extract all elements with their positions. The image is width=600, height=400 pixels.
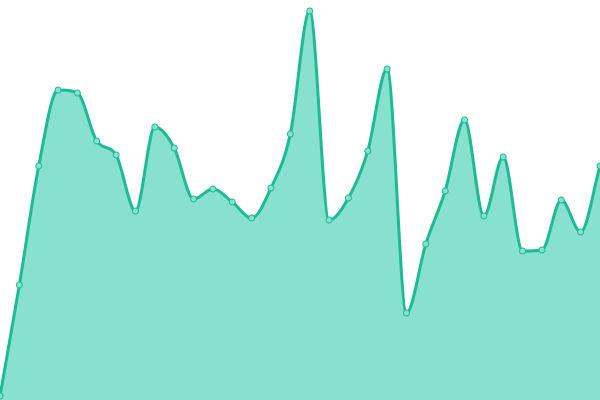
data-point-7 [131, 207, 139, 215]
data-point-25 [480, 212, 488, 220]
data-point-17 [325, 216, 333, 224]
data-point-16 [306, 7, 314, 15]
data-point-10 [190, 195, 198, 203]
data-point-14 [267, 184, 275, 192]
data-point-13 [248, 214, 256, 222]
data-point-30 [577, 228, 585, 236]
data-point-26 [499, 153, 507, 161]
data-point-4 [73, 89, 81, 97]
data-point-23 [441, 187, 449, 195]
data-point-28 [538, 246, 546, 254]
data-point-11 [209, 185, 217, 193]
data-point-12 [228, 198, 236, 206]
data-point-27 [519, 247, 527, 255]
data-point-19 [364, 147, 372, 155]
data-point-18 [344, 194, 352, 202]
data-point-9 [170, 144, 178, 152]
data-point-1 [15, 281, 23, 289]
data-point-3 [54, 86, 62, 94]
data-point-31 [596, 162, 600, 170]
data-point-8 [151, 123, 159, 131]
data-markers [0, 7, 600, 400]
data-point-6 [112, 151, 120, 159]
area-fill [0, 11, 600, 400]
data-point-29 [557, 196, 565, 204]
data-point-20 [383, 65, 391, 73]
data-point-15 [286, 130, 294, 138]
data-point-5 [93, 137, 101, 145]
data-point-22 [422, 240, 430, 248]
data-point-24 [461, 116, 469, 124]
data-point-21 [402, 309, 410, 317]
data-point-0 [0, 392, 4, 400]
data-point-2 [35, 162, 43, 170]
